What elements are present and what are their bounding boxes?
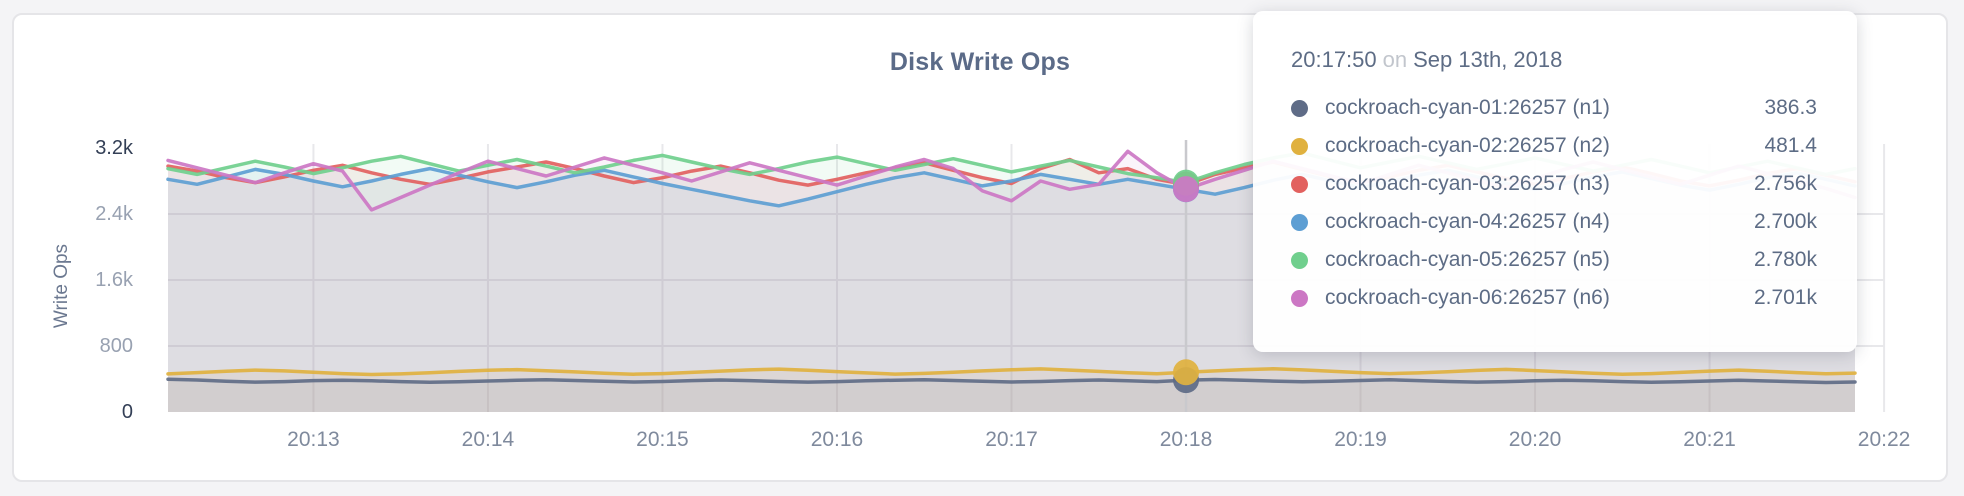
tooltip-series-row-n5: cockroach-cyan-05:26257 (n5) 2.780k xyxy=(1291,241,1817,279)
series-color-dot-n6 xyxy=(1291,289,1308,307)
y-tick-label-3.2k: 3.2k xyxy=(95,137,133,159)
tooltip-series-name: cockroach-cyan-03:26257 (n3) xyxy=(1325,172,1610,195)
x-tick-label-20:13: 20:13 xyxy=(287,428,340,451)
hover-point-n2 xyxy=(1173,359,1200,386)
tooltip-rows: cockroach-cyan-01:26257 (n1) 386.3 cockroa… xyxy=(1291,89,1817,317)
series-color-dot-n1 xyxy=(1291,99,1308,117)
tooltip-series-value: 481.4 xyxy=(1764,134,1817,157)
tooltip-connector: on xyxy=(1382,47,1408,72)
x-tick-label-20:18: 20:18 xyxy=(1159,428,1213,451)
tooltip-series-value: 386.3 xyxy=(1764,96,1817,119)
x-tick-label-20:17: 20:17 xyxy=(985,428,1038,451)
tooltip-time: 20:17:50 xyxy=(1291,47,1377,72)
tooltip-date: Sep 13th, 2018 xyxy=(1413,47,1563,72)
y-tick-label-0: 0 xyxy=(121,401,133,423)
tooltip-series-row-n2: cockroach-cyan-02:26257 (n2) 481.4 xyxy=(1291,127,1817,165)
tooltip-series-value: 2.756k xyxy=(1753,172,1817,195)
chart-tooltip: 20:17:50 on Sep 13th, 2018 cockroach-cyan-… xyxy=(1253,11,1857,352)
series-line-n1 xyxy=(166,377,1857,385)
tooltip-series-name: cockroach-cyan-05:26257 (n5) xyxy=(1325,248,1610,271)
y-tick-label-2.4k: 2.4k xyxy=(95,203,133,225)
series-color-dot-n5 xyxy=(1291,251,1308,269)
series-area-n1 xyxy=(168,379,1855,412)
series-color-dot-n4 xyxy=(1291,213,1308,231)
tooltip-series-row-n1: cockroach-cyan-01:26257 (n1) 386.3 xyxy=(1291,89,1817,127)
y-tick-label-1.6k: 1.6k xyxy=(95,269,133,291)
x-tick-label-20:22: 20:22 xyxy=(1857,428,1911,451)
tooltip-series-name: cockroach-cyan-01:26257 (n1) xyxy=(1325,96,1610,119)
tooltip-header: 20:17:50 on Sep 13th, 2018 xyxy=(1291,47,1562,73)
tooltip-series-value: 2.701k xyxy=(1753,286,1817,309)
tooltip-series-name: cockroach-cyan-04:26257 (n4) xyxy=(1325,210,1610,233)
y-tick-label-800: 800 xyxy=(99,335,133,357)
tooltip-series-row-n6: cockroach-cyan-06:26257 (n6) 2.701k xyxy=(1291,279,1817,317)
x-tick-label-20:20: 20:20 xyxy=(1508,428,1562,451)
tooltip-series-value: 2.780k xyxy=(1753,248,1817,271)
chart-title: Disk Write Ops xyxy=(889,48,1071,76)
tooltip-series-row-n3: cockroach-cyan-03:26257 (n3) 2.756k xyxy=(1291,165,1817,203)
x-tick-label-20:14: 20:14 xyxy=(461,428,515,451)
x-tick-label-20:15: 20:15 xyxy=(636,428,689,451)
tooltip-series-name: cockroach-cyan-02:26257 (n2) xyxy=(1325,134,1610,157)
series-line-n2 xyxy=(166,367,1857,377)
x-tick-label-20:19: 20:19 xyxy=(1334,428,1387,451)
tooltip-series-value: 2.700k xyxy=(1753,210,1817,233)
series-color-dot-n2 xyxy=(1291,137,1308,155)
series-color-dot-n3 xyxy=(1291,175,1308,193)
x-tick-label-20:16: 20:16 xyxy=(810,428,864,451)
tooltip-series-row-n4: cockroach-cyan-04:26257 (n4) 2.700k xyxy=(1291,203,1817,241)
x-tick-label-20:21: 20:21 xyxy=(1683,428,1736,451)
hover-point-n6 xyxy=(1173,176,1200,203)
tooltip-series-name: cockroach-cyan-06:26257 (n6) xyxy=(1325,286,1610,309)
